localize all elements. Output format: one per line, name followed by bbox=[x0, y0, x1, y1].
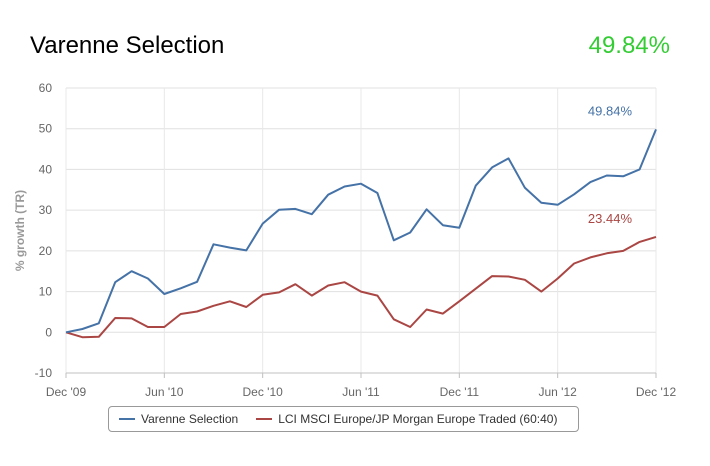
y-tick-label: 40 bbox=[39, 162, 53, 176]
series-line-fund bbox=[65, 129, 657, 334]
series-line-benchmark bbox=[65, 235, 657, 339]
x-tick-label: Dec '09 bbox=[46, 385, 87, 399]
x-tick-label: Dec '11 bbox=[440, 385, 480, 399]
growth-line-chart: -10 0 10 20 30 40 50 60 Dec '09 Jun '10 Dec '10 Jun… bbox=[13, 81, 677, 399]
legend-item-fund[interactable]: Varenne Selection bbox=[119, 412, 238, 426]
end-label-benchmark: 23.44% bbox=[588, 211, 633, 226]
legend-swatch-fund bbox=[119, 418, 135, 420]
y-axis-label: % growth (TR) bbox=[13, 190, 27, 271]
y-tick-label: -10 bbox=[35, 366, 53, 380]
legend-swatch-benchmark bbox=[256, 418, 273, 420]
legend-label-fund: Varenne Selection bbox=[141, 412, 239, 426]
x-tick-label: Jun '10 bbox=[145, 385, 184, 399]
chart-legend: Varenne Selection LCI MSCI Europe/JP Mor… bbox=[108, 406, 579, 432]
y-tick-label: 0 bbox=[45, 325, 52, 339]
x-tick-label: Jun '12 bbox=[539, 385, 578, 399]
legend-label-benchmark: LCI MSCI Europe/JP Morgan Europe Traded … bbox=[278, 412, 558, 426]
fund-title: Varenne Selection bbox=[30, 32, 225, 59]
y-tick-label: 10 bbox=[39, 285, 53, 299]
x-tick-label: Dec '10 bbox=[243, 385, 284, 399]
end-label-fund: 49.84% bbox=[588, 103, 633, 118]
y-tick-label: 50 bbox=[39, 122, 53, 136]
x-tick-label: Jun '11 bbox=[342, 385, 380, 399]
y-tick-label: 20 bbox=[39, 244, 53, 258]
y-tick-label: 60 bbox=[39, 81, 53, 95]
legend-item-benchmark[interactable]: LCI MSCI Europe/JP Morgan Europe Traded … bbox=[256, 412, 557, 426]
y-tick-label: 30 bbox=[39, 203, 53, 217]
fund-performance: 49.84% bbox=[588, 32, 670, 59]
x-tick-label: Dec '12 bbox=[636, 385, 677, 399]
